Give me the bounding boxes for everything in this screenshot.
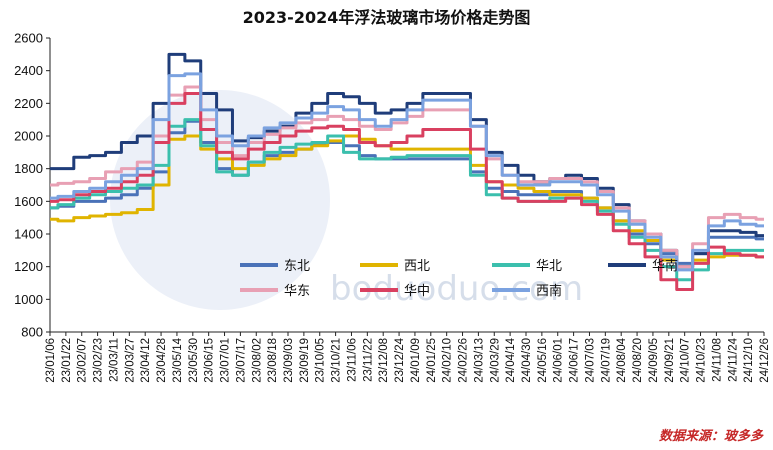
y-tick-label: 2600 <box>14 31 43 46</box>
watermark-logo-icon <box>110 90 330 310</box>
x-tick-label: 24/02/26 <box>458 338 470 383</box>
x-tick-label: 23/05/14 <box>172 337 184 382</box>
y-tick-label: 1000 <box>14 292 43 307</box>
x-tick-label: 24/07/19 <box>600 338 612 383</box>
x-tick-label: 23/02/23 <box>93 338 105 383</box>
y-tick-label: 800 <box>21 325 43 340</box>
watermark: boduoduo.com <box>110 90 583 310</box>
x-tick-label: 23/10/21 <box>331 338 343 383</box>
y-tick-label: 1800 <box>14 161 43 176</box>
x-tick-label: 24/11/24 <box>727 337 739 382</box>
x-tick-label: 23/04/28 <box>156 338 168 383</box>
x-tick-label: 23/06/15 <box>204 338 216 383</box>
x-tick-label: 24/11/08 <box>711 338 723 382</box>
x-tick-label: 24/10/07 <box>680 338 692 383</box>
x-tick-label: 23/12/24 <box>394 337 406 382</box>
y-tick-label: 2200 <box>14 96 43 111</box>
x-tick-label: 24/06/17 <box>569 338 581 383</box>
y-tick-label: 1600 <box>14 194 43 209</box>
legend-label-西南: 西南 <box>536 283 562 299</box>
x-tick-label: 24/05/16 <box>537 338 549 383</box>
x-tick-label: 23/05/30 <box>188 338 200 383</box>
y-tick-label: 1400 <box>14 227 43 242</box>
x-tick-label: 24/04/14 <box>505 337 517 382</box>
legend-label-东北: 东北 <box>284 259 310 274</box>
x-tick-label: 23/09/19 <box>299 338 311 383</box>
x-tick-label: 24/03/29 <box>489 338 501 383</box>
x-tick-label: 24/06/01 <box>553 338 565 383</box>
x-tick-label: 23/07/17 <box>235 338 247 383</box>
x-tick-label: 24/12/26 <box>759 338 771 383</box>
x-tick-label: 24/07/03 <box>584 338 596 383</box>
legend-label-华北: 华北 <box>536 259 562 274</box>
x-tick-label: 24/08/04 <box>616 337 628 382</box>
x-tick-label: 23/03/11 <box>108 338 120 382</box>
x-tick-label: 24/08/20 <box>632 338 644 383</box>
x-tick-label: 24/01/09 <box>410 338 422 383</box>
x-tick-label: 24/03/13 <box>473 338 485 383</box>
x-tick-label: 24/04/30 <box>521 338 533 383</box>
x-tick-label: 23/11/22 <box>362 338 374 382</box>
legend-label-华中: 华中 <box>404 284 430 299</box>
x-tick-label: 24/02/10 <box>442 338 454 383</box>
x-tick-label: 24/10/23 <box>696 338 708 383</box>
x-tick-label: 24/09/21 <box>664 338 676 383</box>
x-tick-label: 23/08/02 <box>251 338 263 383</box>
x-tick-label: 23/02/07 <box>77 338 89 383</box>
x-tick-label: 23/04/12 <box>140 338 152 383</box>
x-tick-label: 23/10/05 <box>315 338 327 383</box>
y-tick-label: 2400 <box>14 63 43 78</box>
x-tick-label: 23/01/06 <box>45 338 57 383</box>
series-lines <box>50 52 764 292</box>
source-note: 数据来源：玻多多 <box>658 429 763 444</box>
x-tick-label: 24/09/05 <box>648 338 660 383</box>
chart-title: 2023-2024年浮法玻璃市场价格走势图 <box>242 8 531 27</box>
x-tick-label: 23/01/22 <box>61 338 73 383</box>
x-tick-label: 24/12/10 <box>743 338 755 383</box>
series-line-西南 <box>50 72 764 272</box>
x-tick-label: 23/09/03 <box>283 338 295 383</box>
x-tick-label: 23/07/01 <box>220 338 232 383</box>
x-tick-label: 23/03/27 <box>124 338 136 383</box>
x-tick-label: 23/11/06 <box>346 338 358 382</box>
legend-label-华南: 华南 <box>652 258 678 274</box>
y-tick-label: 1200 <box>14 259 43 274</box>
x-tick-label: 24/01/25 <box>426 338 438 383</box>
x-tick-label: 23/12/08 <box>378 338 390 383</box>
series-line-华中 <box>50 92 764 292</box>
legend-label-华东: 华东 <box>284 284 310 299</box>
axes: 800 1000 1200 1400 1600 1800 2000 2200 2400 2600 2… <box>14 31 771 383</box>
x-tick-label: 23/08/18 <box>267 338 279 383</box>
y-tick-label: 2000 <box>14 129 43 144</box>
legend-label-西北: 西北 <box>404 259 430 274</box>
